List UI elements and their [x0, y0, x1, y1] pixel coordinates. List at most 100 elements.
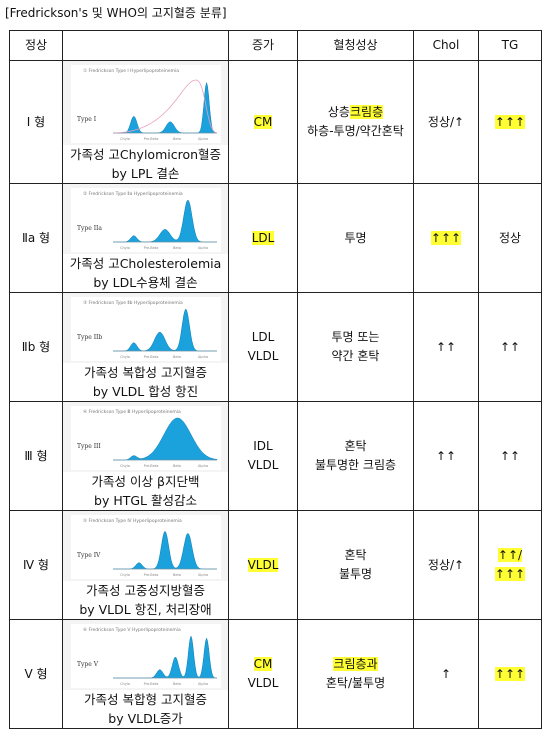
cell-text: ↑↑ — [435, 448, 457, 463]
axis-label: Beta — [172, 137, 180, 141]
chol-cell: ↑↑↑ — [413, 183, 479, 293]
caption-line: by HTGL 활성감소 — [94, 493, 197, 508]
cell-text: 크림층과 — [333, 657, 378, 671]
increase-cell: VLDL — [228, 510, 298, 620]
image-cell: ① Fredrickson Type Ⅰ Hyperlipoproteinemi… — [62, 60, 229, 184]
cell-line: ↑↑ — [480, 447, 541, 466]
peak-area — [112, 417, 217, 461]
cell-line: LDL — [230, 229, 297, 248]
cell-line: CM — [230, 113, 297, 132]
chol-cell: ↑ — [413, 619, 479, 729]
caption: 가족성 복합형 고지혈증 by VLDL증가 — [63, 690, 228, 728]
header-cell: 증가 — [228, 30, 298, 61]
cell-line: ↑↑↑ — [480, 565, 541, 584]
caption-line: 가족성 고중성지방혈증 — [86, 583, 205, 598]
cell-text: 혼탁/불투명 — [325, 676, 386, 690]
serum-cell: 혼탁 불투명한 크림층 — [297, 401, 414, 511]
type-cell: Ⅴ 형 — [9, 619, 63, 729]
cell-line: 혼탁/불투명 — [299, 674, 413, 693]
axis-label: Alpha — [198, 355, 208, 359]
cell-line: 불투명 — [299, 565, 413, 584]
caption: 가족성 이상 β지단백 by HTGL 활성감소 — [63, 472, 228, 510]
serum-cell: 상층크림층 하층-투명/약간혼탁 — [297, 60, 414, 184]
image-cell: ② Fredrickson Type Ⅱa Hyperlipoproteinem… — [62, 183, 229, 293]
cell-text: IDL — [253, 439, 273, 453]
chart-title: ① Fredrickson Type Ⅰ Hyperlipoproteinemi… — [83, 68, 179, 74]
chart-title: ⑥ Fredrickson Type Ⅴ Hyperlipoproteinemi… — [83, 627, 181, 633]
peak-area — [112, 82, 217, 134]
electrophoresis-chart: ① Fredrickson Type Ⅰ Hyperlipoproteinemi… — [70, 65, 221, 143]
axis-label: Alpha — [198, 246, 208, 250]
cell-line: ↑↑ — [415, 447, 478, 466]
axis-label: Alpha — [198, 137, 208, 141]
type-label: Type IIa — [77, 225, 102, 232]
cell-text: 투명 — [344, 230, 367, 245]
caption-line: by VLDL 합성 항진 — [92, 384, 199, 399]
chart-bg — [70, 65, 221, 143]
caption-line: 가족성 이상 β지단백 — [91, 474, 200, 489]
increase-cell: LDL VLDL — [228, 292, 298, 402]
cell-line: ↑↑ — [415, 338, 478, 357]
cell-text: 하층-투명/약간혼탁 — [307, 124, 404, 138]
chol-cell: ↑↑ — [413, 292, 479, 402]
cell-text: ↑↑ — [499, 339, 521, 354]
row: Ⅴ 형 ⑥ Fredrickson Type Ⅴ Hyperlipoprotein… — [9, 619, 542, 729]
image-cell: ⑤ Fredrickson Type Ⅳ Hyperlipoproteinemi… — [62, 510, 229, 620]
caption-line: by VLDL 항진, 처리장애 — [79, 602, 212, 617]
cell-line: 투명 또는 — [299, 328, 413, 347]
chart-title: ④ Fredrickson Type Ⅲ Hyperlipoproteinemi… — [83, 409, 181, 415]
cell-line: 불투명한 크림층 — [299, 456, 413, 475]
type-cell: Ⅲ 형 — [9, 401, 63, 511]
cell-line: ↑ — [415, 665, 478, 684]
cell-line: ↑↑↑ — [480, 113, 541, 132]
cell-line: ↑↑↑ — [415, 229, 478, 248]
cell-line: CM — [230, 655, 297, 674]
increase-cell: CM VLDL — [228, 619, 298, 729]
caption: 가족성 고Chylomicron혈증 by LPL 결손 — [63, 145, 228, 183]
caption-line: 가족성 고Chylomicron혈증 — [69, 147, 222, 162]
caption-line: 가족성 복합성 고지혈증 — [84, 365, 207, 380]
cell-text: ↑↑/ — [497, 548, 523, 562]
peak-area — [112, 199, 217, 243]
caption: 가족성 고Cholesterolemia by LDL수용체 결손 — [63, 254, 228, 292]
cell-text: ↑ — [440, 666, 452, 681]
table: 정상 증가 혈청성상 Chol TG Ⅰ 형 ① Fredrickson Type Ⅰ Hy… — [9, 30, 542, 729]
chart-title: ⑤ Fredrickson Type Ⅳ Hyperlipoproteinemi… — [83, 518, 182, 524]
cell-text: ↑↑↑ — [430, 230, 462, 245]
image-cell: ③ Fredrickson Type Ⅱb Hyperlipoproteinem… — [62, 292, 229, 402]
cell-line: 정상/↑ — [415, 113, 478, 132]
electrophoresis-chart: ⑤ Fredrickson Type Ⅳ Hyperlipoproteinemi… — [70, 515, 221, 579]
chart-title: ② Fredrickson Type Ⅱa Hyperlipoproteinem… — [83, 191, 183, 197]
serum-cell: 투명 또는 약간 혼탁 — [297, 292, 414, 402]
tg-cell: ↑↑↑ — [478, 60, 542, 184]
cell-text: 혼탁 — [344, 548, 367, 562]
axis-label: Beta — [172, 464, 180, 468]
title: [Fredrickson's 및 WHO의 고지혈증 분류] — [5, 6, 227, 20]
tg-cell: ↑↑↑ — [478, 619, 542, 729]
cell-text: ↑↑ — [435, 339, 457, 354]
electrophoresis-chart: ③ Fredrickson Type Ⅱb Hyperlipoproteinem… — [70, 297, 221, 361]
chart-bg — [70, 297, 221, 361]
chol-cell: ↑↑ — [413, 401, 479, 511]
cell-line: VLDL — [230, 556, 297, 575]
row: Ⅳ 형 ⑤ Fredrickson Type Ⅳ Hyperlipoprotein… — [9, 510, 542, 620]
caption-line: 가족성 고Cholesterolemia — [69, 256, 222, 271]
header-row: 정상 증가 혈청성상 Chol TG — [9, 30, 542, 61]
cell-line: LDL — [230, 328, 297, 347]
axis-label: Beta — [172, 573, 180, 577]
tg-cell: ↑↑ — [478, 292, 542, 402]
caption-line: by VLDL증가 — [108, 711, 183, 726]
electrophoresis-chart: ⑥ Fredrickson Type Ⅴ Hyperlipoproteinemi… — [70, 624, 221, 688]
axis-label: Pre-Beta — [143, 137, 158, 141]
header-cell: TG — [478, 30, 542, 61]
axis-label: Pre-Beta — [143, 464, 158, 468]
axis-label: Beta — [172, 355, 180, 359]
cell-text: VLDL — [247, 349, 279, 363]
row: Ⅱa 형 ② Fredrickson Type Ⅱa Hyperlipoprote… — [9, 183, 542, 293]
cell-line: 정상/↑ — [415, 556, 478, 575]
cell-line: 하층-투명/약간혼탁 — [299, 122, 413, 141]
cell-text: ↑↑ — [499, 448, 521, 463]
cell-text: ↑↑↑ — [494, 666, 526, 681]
